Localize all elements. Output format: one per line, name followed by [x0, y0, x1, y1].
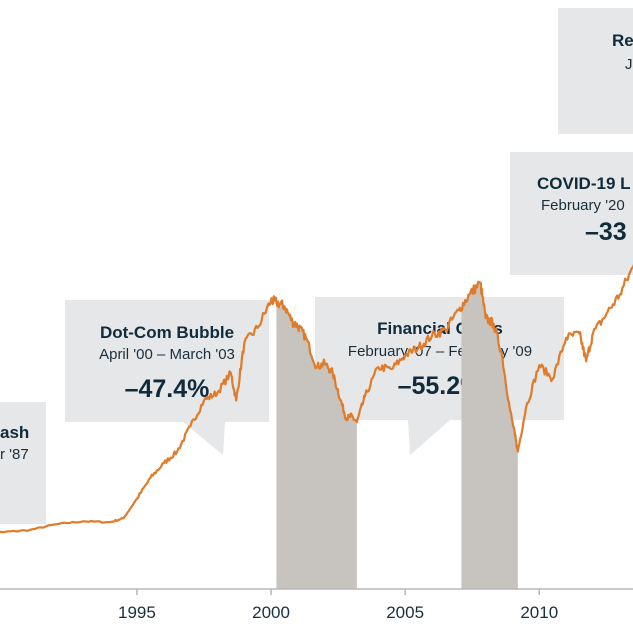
callout-percent: –47.4% — [125, 375, 210, 403]
x-tick-label: 2010 — [520, 603, 558, 622]
callout-title: COVID-19 L — [537, 174, 631, 193]
callout-subtitle: r '87 — [0, 446, 29, 463]
x-axis-ticks: 19952000200520102015 — [118, 589, 558, 622]
shaded-period-1 — [276, 300, 357, 589]
callout-subtitle: February '20 — [541, 197, 625, 214]
callout-title: ash — [0, 423, 29, 442]
x-tick-label: 1995 — [118, 603, 156, 622]
shaded-periods — [276, 281, 518, 589]
callout-dotcom: Dot-Com Bubble April '00 – March '03 –47… — [65, 300, 269, 455]
x-tick-label: 2000 — [252, 603, 290, 622]
callout-covid: COVID-19 L February '20 –33 — [510, 152, 633, 275]
series-layer — [0, 263, 633, 534]
callout-subtitle: J — [625, 56, 633, 73]
callout-subtitle: April '00 – March '03 — [99, 346, 235, 363]
x-tick-label: 2005 — [386, 603, 424, 622]
callout-subtitle: February '07 – February '09 — [348, 343, 532, 360]
callout-box — [65, 300, 269, 455]
shaded-period-2 — [461, 281, 518, 589]
callout-title: Dot-Com Bubble — [100, 323, 234, 342]
callout-box — [510, 152, 633, 275]
callout-recovery: Re J — [558, 8, 633, 134]
callout-box — [0, 402, 46, 524]
callout-crash: ash r '87 — [0, 402, 46, 524]
callout-title: Re — [612, 31, 633, 50]
callout-box — [558, 8, 633, 134]
series-line — [0, 263, 633, 534]
callout-percent: –33 — [585, 218, 627, 246]
